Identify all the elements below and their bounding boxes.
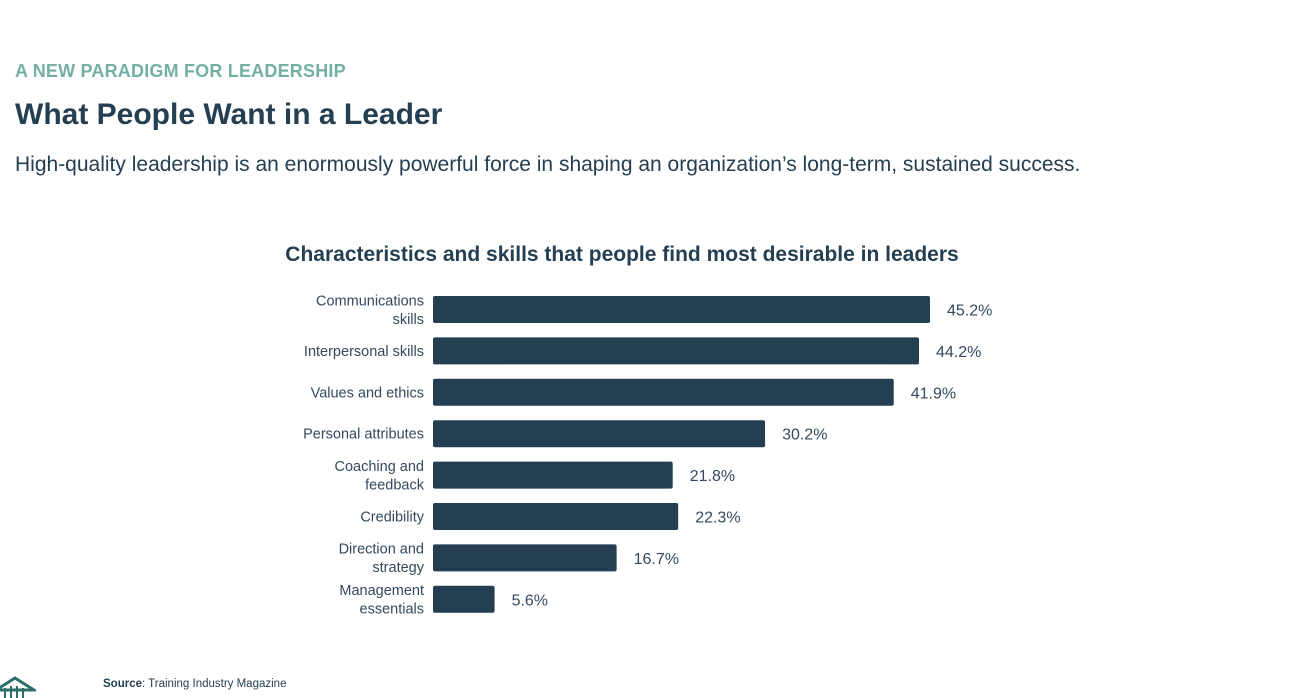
category-label: Communications skills — [316, 293, 424, 328]
category-label: Direction and strategy — [339, 542, 425, 577]
bar — [433, 461, 673, 489]
value-label: 30.2% — [782, 427, 827, 444]
value-label: 22.3% — [695, 510, 740, 527]
category-label: Values and ethics — [311, 385, 424, 401]
bar — [433, 585, 495, 613]
value-label: 44.2% — [936, 344, 981, 361]
chart-title: Characteristics and skills that people f… — [285, 243, 958, 266]
bar-group: 45.2% Communications skills 44.2% Interperso… — [303, 293, 992, 617]
value-label: 41.9% — [911, 385, 956, 402]
value-label: 5.6% — [512, 592, 548, 609]
bar — [433, 378, 894, 406]
source-label: Source — [103, 678, 142, 690]
building-logo-icon — [0, 676, 36, 698]
eyebrow-label: A NEW PARADIGM FOR LEADERSHIP — [15, 61, 346, 81]
bar — [433, 337, 920, 365]
source-text: : Training Industry Magazine — [142, 678, 287, 690]
value-label: 45.2% — [947, 303, 992, 320]
value-label: 21.8% — [690, 468, 735, 485]
bar — [433, 544, 617, 572]
category-label: Management essentials — [339, 583, 424, 618]
page-title: What People Want in a Leader — [15, 98, 443, 131]
value-label: 16.7% — [634, 551, 679, 568]
bar — [433, 296, 930, 323]
category-label: Interpersonal skills — [304, 344, 424, 360]
bar — [433, 503, 679, 530]
category-label: Coaching and feedback — [335, 459, 425, 494]
lead-paragraph: High-quality leadership is an enormously… — [15, 153, 1081, 176]
category-label: Personal attributes — [303, 427, 424, 443]
category-label: Credibility — [360, 510, 424, 526]
source-note: Source: Training Industry Magazine — [103, 678, 286, 690]
bar — [433, 420, 766, 448]
bar-chart: Characteristics and skills that people f… — [285, 243, 992, 618]
